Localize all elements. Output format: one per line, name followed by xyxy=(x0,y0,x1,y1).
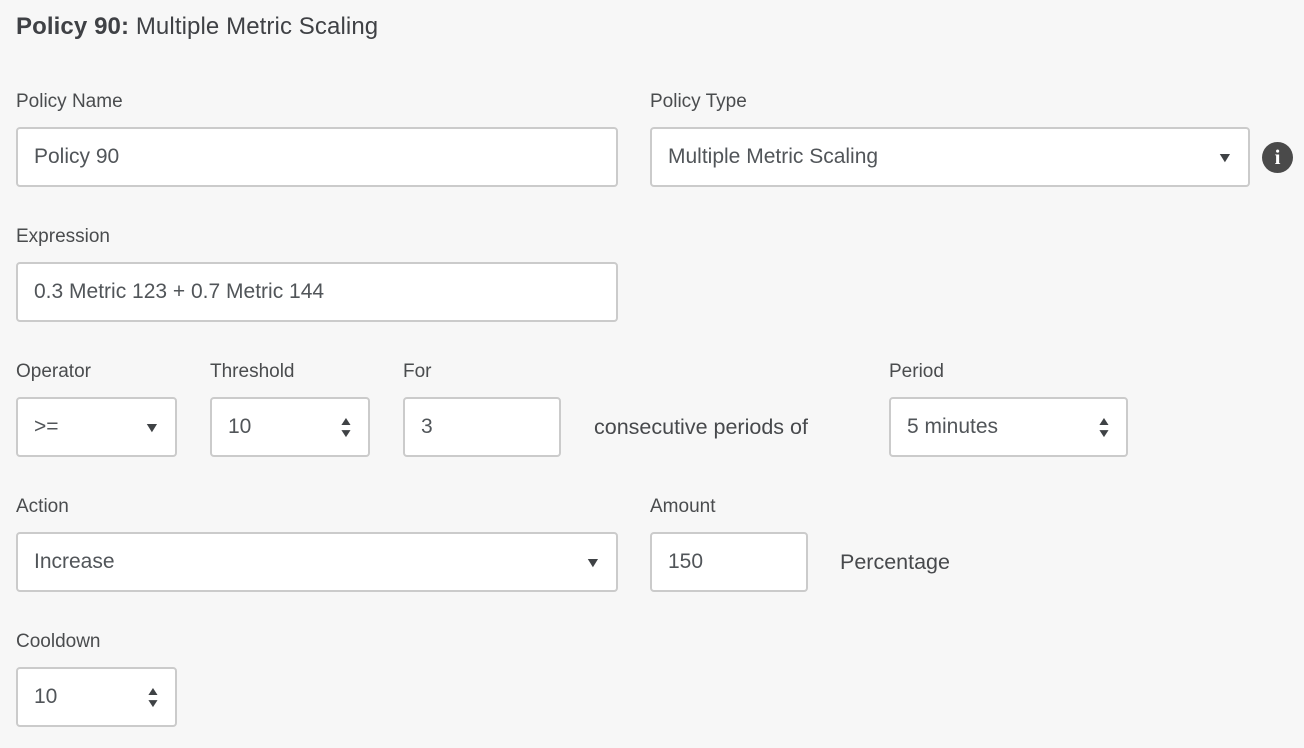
row-action-amount: Action Increase ▼ Amount Percentage xyxy=(16,495,1288,592)
policy-form: Policy 90: Multiple Metric Scaling Polic… xyxy=(16,12,1293,727)
policy-type-control-group: Multiple Metric Scaling ▼ i xyxy=(650,127,1293,187)
threshold-stepper-arrows: ▲ ▼ xyxy=(338,413,354,440)
field-for: For xyxy=(403,360,561,457)
consecutive-periods-text: consecutive periods of xyxy=(594,415,808,439)
threshold-stepper[interactable]: 10 ▲ ▼ xyxy=(210,397,370,457)
field-action: Action Increase ▼ xyxy=(16,495,618,592)
policy-type-selected-value: Multiple Metric Scaling xyxy=(668,145,879,168)
policy-name-input[interactable] xyxy=(16,127,618,187)
field-cooldown: Cooldown 10 ▲ ▼ xyxy=(16,630,177,727)
action-label: Action xyxy=(16,496,69,517)
page-title: Policy 90: Multiple Metric Scaling xyxy=(16,12,1288,42)
field-expression: Expression xyxy=(16,225,618,322)
threshold-value: 10 xyxy=(228,415,252,438)
row-trigger-condition: Operator >= ▼ Threshold 10 ▲ ▼ For conse… xyxy=(16,360,1288,457)
period-stepper-arrows: ▲ ▼ xyxy=(1096,413,1112,440)
info-icon[interactable]: i xyxy=(1262,141,1293,173)
amount-label: Amount xyxy=(650,496,716,517)
policy-type-select[interactable]: Multiple Metric Scaling ▼ xyxy=(650,127,1250,187)
threshold-label: Threshold xyxy=(210,361,295,382)
row-cooldown: Cooldown 10 ▲ ▼ xyxy=(16,630,1288,727)
stepper-up-icon[interactable]: ▲ xyxy=(1096,413,1112,428)
cooldown-value: 10 xyxy=(34,685,58,708)
row-expression: Expression xyxy=(16,225,1288,322)
period-stepper[interactable]: 5 minutes ▲ ▼ xyxy=(889,397,1128,457)
cooldown-label: Cooldown xyxy=(16,631,101,652)
policy-name-label: Policy Name xyxy=(16,91,123,112)
for-label: For xyxy=(403,361,432,382)
period-label: Period xyxy=(889,361,944,382)
field-policy-type: Policy Type Multiple Metric Scaling ▼ i xyxy=(650,90,1293,187)
amount-input[interactable] xyxy=(650,532,808,592)
page-title-policy-type: Multiple Metric Scaling xyxy=(135,13,379,40)
field-operator: Operator >= ▼ xyxy=(16,360,177,457)
operator-select[interactable]: >= ▼ xyxy=(16,397,177,457)
operator-selected-value: >= xyxy=(34,415,59,438)
field-amount: Amount xyxy=(650,495,808,592)
stepper-down-icon[interactable]: ▼ xyxy=(1096,425,1112,440)
stepper-down-icon[interactable]: ▼ xyxy=(145,695,161,710)
expression-label: Expression xyxy=(16,226,110,247)
page-title-policy-id: Policy 90: xyxy=(16,13,130,40)
stepper-up-icon[interactable]: ▲ xyxy=(338,413,354,428)
operator-label: Operator xyxy=(16,361,91,382)
for-input[interactable] xyxy=(403,397,561,457)
stepper-down-icon[interactable]: ▼ xyxy=(338,425,354,440)
field-policy-name: Policy Name xyxy=(16,90,618,187)
cooldown-stepper-arrows: ▲ ▼ xyxy=(145,683,161,710)
field-period: Period 5 minutes ▲ ▼ xyxy=(889,360,1128,457)
percentage-text: Percentage xyxy=(840,550,950,574)
chevron-down-icon: ▼ xyxy=(584,554,602,570)
action-selected-value: Increase xyxy=(34,550,115,573)
period-value: 5 minutes xyxy=(907,415,999,438)
policy-type-label: Policy Type xyxy=(650,91,747,112)
row-policy-name-type: Policy Name Policy Type Multiple Metric … xyxy=(16,90,1293,187)
expression-input[interactable] xyxy=(16,262,618,322)
stepper-up-icon[interactable]: ▲ xyxy=(145,683,161,698)
cooldown-stepper[interactable]: 10 ▲ ▼ xyxy=(16,667,177,727)
field-threshold: Threshold 10 ▲ ▼ xyxy=(210,360,370,457)
chevron-down-icon: ▼ xyxy=(143,419,161,435)
action-select[interactable]: Increase ▼ xyxy=(16,532,618,592)
chevron-down-icon: ▼ xyxy=(1216,149,1234,165)
